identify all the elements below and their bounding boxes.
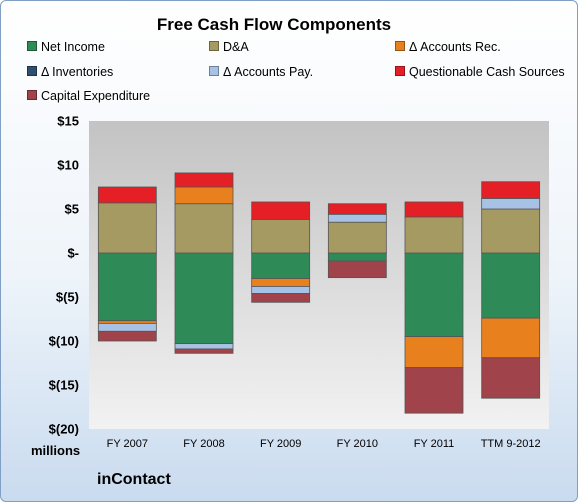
bar-segment — [174, 172, 234, 188]
bar-segment — [251, 286, 311, 294]
x-tick-label: FY 2008 — [183, 438, 224, 450]
legend-swatch — [209, 66, 219, 76]
legend-swatch — [27, 90, 37, 100]
bar-segment — [251, 252, 311, 279]
legend-label: Δ Accounts Rec. — [409, 40, 501, 54]
y-tick-label: $(10) — [49, 334, 79, 349]
bar-segment — [327, 213, 387, 223]
bar-segment — [251, 278, 311, 287]
legend-entry-net-income: Net Income — [27, 40, 105, 54]
legend-entry-accounts-rec: Δ Accounts Rec. — [395, 40, 501, 54]
x-tick-label: TTM 9-2012 — [481, 438, 541, 450]
bar-segment — [481, 252, 541, 319]
bar-segment — [327, 221, 387, 254]
y-tick-label: $(15) — [49, 378, 79, 393]
y-tick-label: $5 — [65, 202, 79, 217]
legend-label: Δ Accounts Pay. — [223, 65, 314, 79]
bar-segment — [404, 252, 464, 337]
units-label: millions — [31, 443, 81, 458]
y-tick-label: $- — [67, 246, 79, 261]
bar-segment — [174, 252, 234, 345]
bar-segment — [404, 366, 464, 414]
brand-label: inContact — [97, 471, 171, 488]
x-axis: FY 2007 FY 2008 FY 2009 FY 2010 FY 2011 TTM 9… — [107, 438, 541, 450]
plot-area — [89, 121, 549, 429]
legend-label: Net Income — [41, 40, 105, 54]
legend-entry-inventories: Δ Inventories — [27, 65, 113, 79]
legend-swatch — [395, 41, 405, 51]
x-tick-label: FY 2010 — [337, 438, 378, 450]
legend-label: Capital Expenditure — [41, 89, 151, 103]
x-tick-label: FY 2007 — [107, 438, 148, 450]
legend-label: Questionable Cash Sources — [409, 65, 565, 79]
y-tick-label: $(5) — [56, 290, 79, 305]
bar-segment — [251, 293, 311, 303]
legend-label: Δ Inventories — [41, 65, 114, 79]
y-tick-label: $10 — [57, 158, 79, 173]
bar-segment — [327, 260, 387, 279]
legend-label: D&A — [223, 40, 249, 54]
bar-segment — [174, 343, 234, 350]
bar-segment — [174, 186, 234, 205]
legend-swatch — [27, 41, 37, 51]
x-tick-label: FY 2009 — [260, 438, 301, 450]
bar-segment — [481, 357, 541, 399]
bar-segment — [404, 336, 464, 368]
bar-segment — [481, 181, 541, 199]
bar-segment — [327, 252, 387, 262]
bar-segment — [404, 216, 464, 254]
legend-entry-accounts-pay: Δ Accounts Pay. — [209, 65, 313, 79]
y-tick-label: $(20) — [49, 422, 79, 437]
bar-segment — [97, 186, 157, 204]
bar-segment — [481, 317, 541, 359]
bar-segment — [174, 348, 234, 354]
bar-segment — [97, 322, 157, 332]
legend-entry-capex: Capital Expenditure — [27, 89, 150, 103]
bar-segment — [97, 202, 157, 254]
bar-segment — [404, 201, 464, 218]
x-tick-label: FY 2011 — [414, 438, 455, 450]
bar-segment — [174, 203, 234, 254]
bar-segment — [481, 208, 541, 254]
legend-swatch — [395, 66, 405, 76]
chart-title: Free Cash Flow Components — [156, 15, 392, 34]
legend-swatch — [27, 66, 37, 76]
y-tick-label: $15 — [57, 114, 79, 129]
legend-entry-da: D&A — [209, 40, 249, 54]
bar-segment — [251, 219, 311, 254]
bar-segment — [97, 330, 157, 342]
legend-entry-questionable-cash: Questionable Cash Sources — [395, 65, 565, 79]
bar-segment — [481, 198, 541, 210]
legend-swatch — [209, 41, 219, 51]
bar-segment — [251, 201, 311, 220]
bar-segment — [327, 203, 387, 215]
bar-group — [97, 172, 541, 414]
y-axis: $15 $10 $5 $- $(5) $(10) $(15) $(20) — [49, 114, 79, 437]
bar-segment — [97, 252, 157, 322]
